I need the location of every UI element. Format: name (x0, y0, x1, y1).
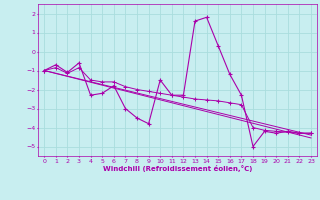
X-axis label: Windchill (Refroidissement éolien,°C): Windchill (Refroidissement éolien,°C) (103, 165, 252, 172)
